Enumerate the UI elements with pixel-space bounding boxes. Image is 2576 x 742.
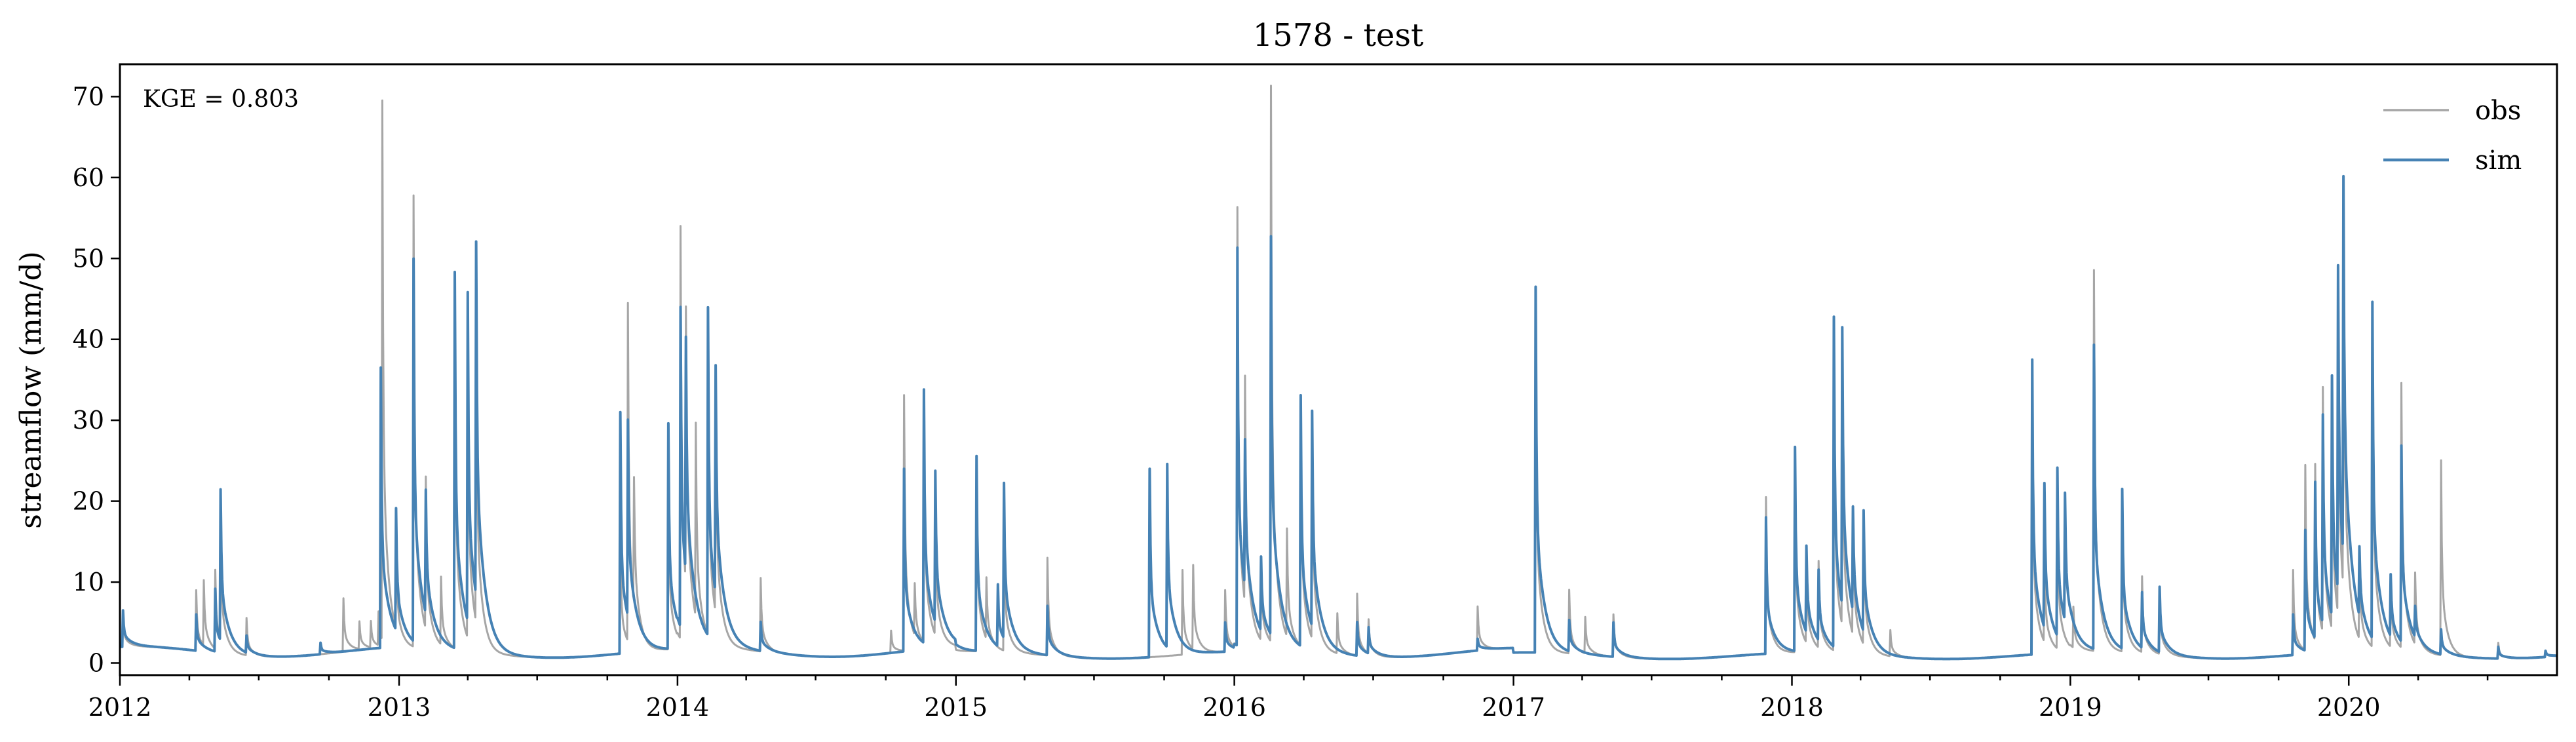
y-axis-ticks: 0 10 20 30 40 50 60 70 bbox=[73, 82, 120, 677]
x-tick-label: 2013 bbox=[368, 693, 431, 722]
series-line-obs bbox=[120, 85, 2557, 660]
y-tick-label: 30 bbox=[73, 406, 104, 435]
x-tick-label: 2019 bbox=[2039, 693, 2102, 722]
x-tick-label: 2018 bbox=[1760, 693, 1824, 722]
y-tick-label: 0 bbox=[88, 648, 104, 677]
x-tick-label: 2017 bbox=[1482, 693, 1545, 722]
x-tick-label: 2015 bbox=[924, 693, 988, 722]
legend: obs sim bbox=[2383, 96, 2522, 176]
x-tick-label: 2012 bbox=[88, 693, 152, 722]
series-line-sim bbox=[120, 174, 2557, 661]
plot-area bbox=[120, 85, 2557, 661]
series-layer bbox=[120, 85, 2557, 661]
y-tick-label: 50 bbox=[73, 244, 104, 273]
legend-label-sim: sim bbox=[2475, 146, 2522, 176]
x-axis-ticks: 2012 2013 2014 2015 2016 2017 2018 2019 2020 bbox=[88, 675, 2489, 722]
x-tick-label: 2014 bbox=[646, 693, 710, 722]
y-tick-label: 20 bbox=[73, 487, 104, 516]
y-tick-label: 10 bbox=[73, 568, 104, 596]
kge-annotation: KGE = 0.803 bbox=[143, 86, 299, 113]
y-tick-label: 70 bbox=[73, 82, 104, 111]
x-tick-label: 2016 bbox=[1202, 693, 1266, 722]
y-tick-label: 60 bbox=[73, 163, 104, 192]
y-axis-label: streamflow (mm/d) bbox=[14, 251, 48, 529]
chart-title: 1578 - test bbox=[1253, 17, 1424, 54]
y-tick-label: 40 bbox=[73, 325, 104, 354]
x-tick-label: 2020 bbox=[2317, 693, 2381, 722]
axes-frame bbox=[119, 63, 2558, 676]
legend-label-obs: obs bbox=[2475, 96, 2521, 126]
